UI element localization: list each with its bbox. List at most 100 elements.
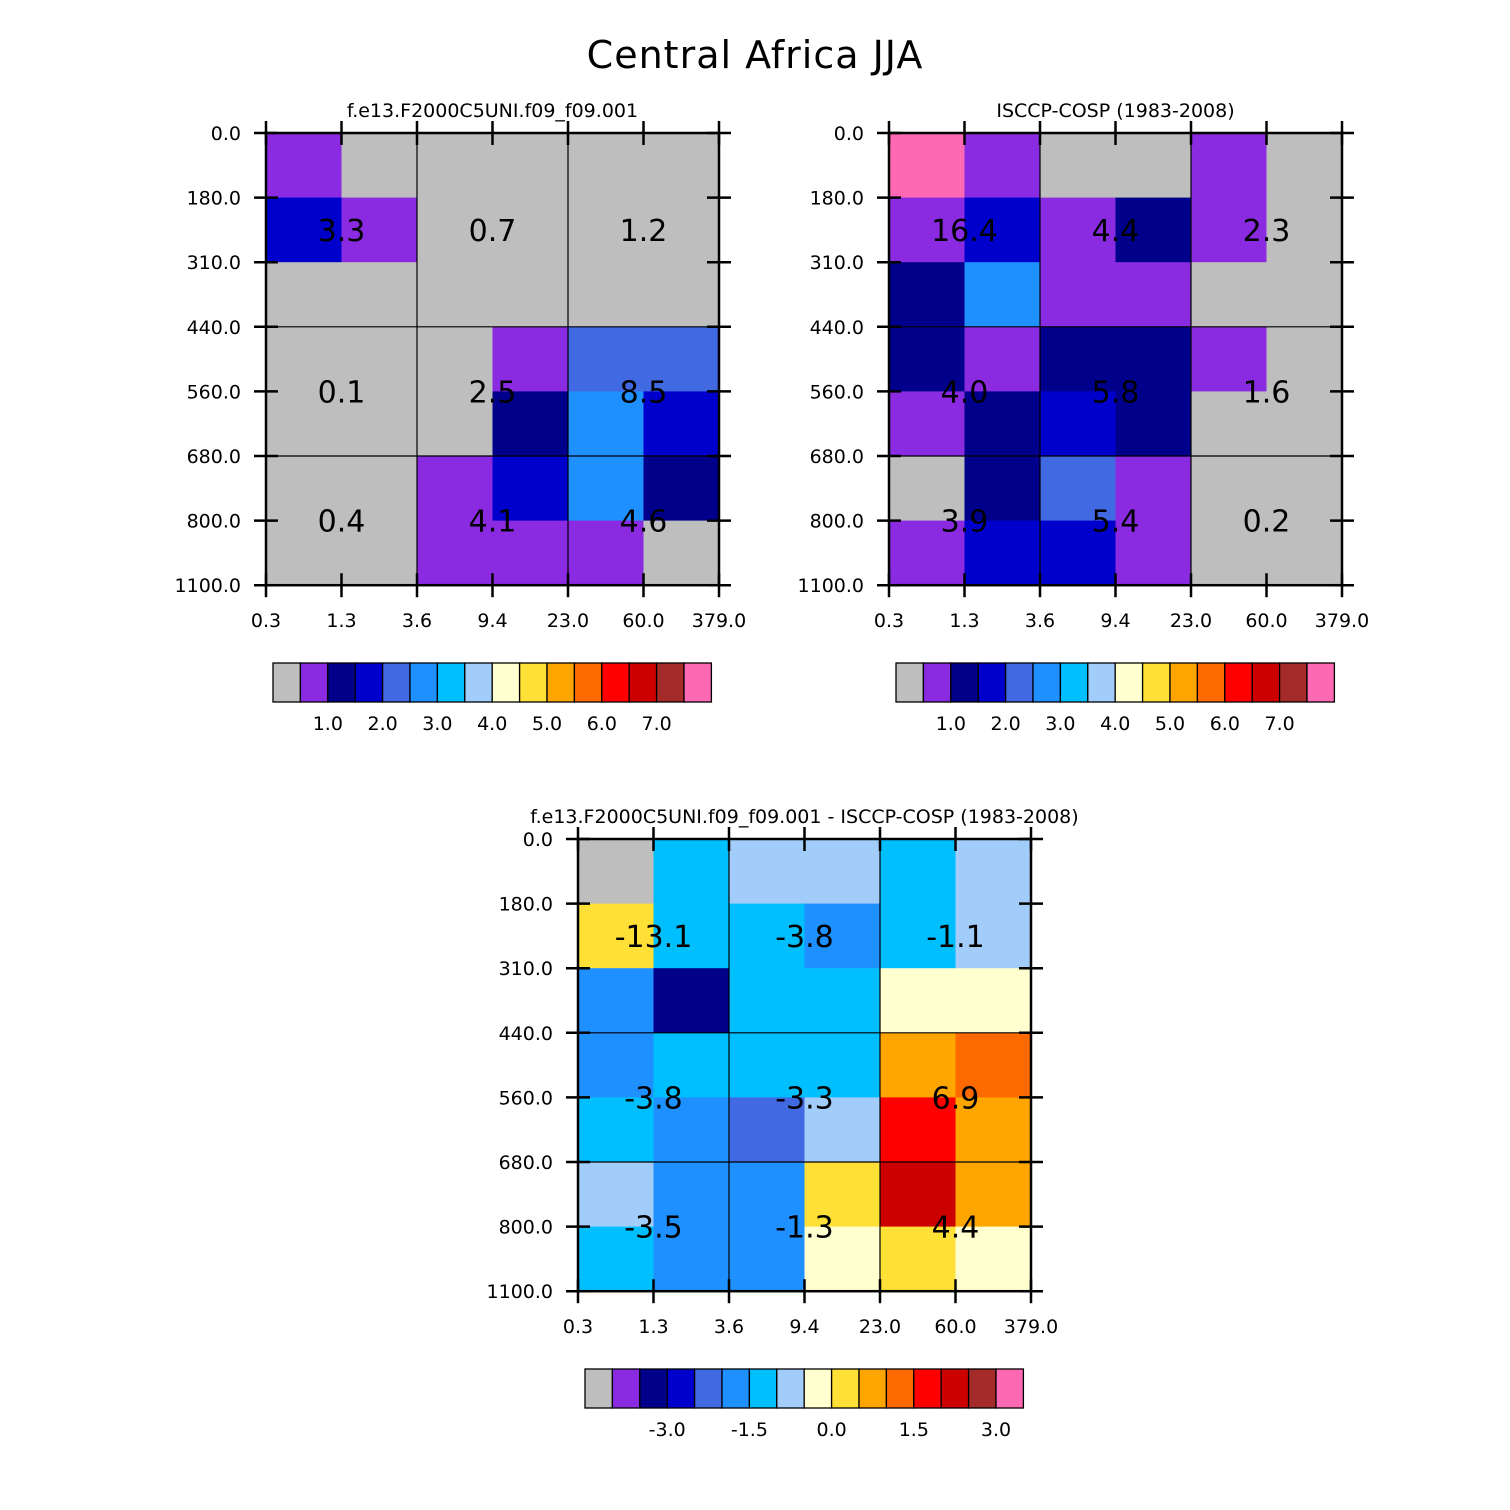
y-tick-label: 180.0 [187,188,241,210]
heatmap-cell [880,1162,957,1228]
y-tick-label: 560.0 [499,1087,553,1109]
colorbar-box [1087,662,1116,703]
colorbar-label: -1.5 [731,1419,768,1441]
colorbar-box [436,662,466,703]
y-tick-label: 800.0 [810,511,864,533]
y-tick-label: 440.0 [810,317,864,339]
x-tick-label: 9.4 [477,610,507,632]
heatmap-cell [1191,520,1268,586]
group-value-label: 0.7 [469,214,517,249]
heatmap-cell [266,197,343,263]
heatmap-cell [889,133,966,199]
heatmap-cell [492,133,569,199]
heatmap-cell [643,456,720,522]
colorbar: 1.0 2.0 3.0 4.0 5.0 6.0 7.0 [272,662,713,735]
heatmap-cell [889,520,966,586]
heatmap-cell [417,262,494,328]
colorbar-label: 2.0 [367,713,397,735]
heatmap-cell [1266,391,1343,457]
heatmap-cell [578,1032,655,1098]
heatmap-cell [653,1032,730,1098]
x-tick-label: 60.0 [934,1316,976,1338]
x-tick-label: 0.3 [251,610,281,632]
heatmap-cell [417,456,494,522]
panel-title: f.e13.F2000C5UNI.f09_f09.001 - ISCCP-COS… [530,806,1078,828]
group-value-label: -1.3 [775,1211,834,1246]
colorbar-box [639,1368,668,1409]
colorbar-box [628,662,658,703]
group-value-label: 4.1 [469,505,517,540]
heatmap-cell [1040,391,1117,457]
colorbar-box [327,662,356,703]
colorbar-label: 7.0 [1264,713,1294,735]
heatmap-cell [266,520,343,586]
heatmap-cell [889,456,966,522]
heatmap-cell [643,133,720,199]
heatmap-cell [492,326,569,392]
heatmap-panel-2: ISCCP-COSP (1983-2008) 0.0 180.0 310.0 440.0… [798,100,1370,735]
colorbar-box [913,1368,942,1409]
colorbar-box [776,1368,805,1409]
y-tick-label: 0.0 [834,123,864,145]
heatmap-cell [266,391,343,457]
heatmap-cell [804,968,881,1034]
group-value-label: 4.4 [1092,214,1140,249]
x-tick-label: 23.0 [1170,610,1212,632]
heatmap-cell [653,1097,730,1163]
group-value-label: -1.1 [926,920,985,955]
heatmap-cell [341,520,418,586]
colorbar-label: 5.0 [532,713,562,735]
heatmap-cell [341,391,418,457]
heatmap-cell [1266,262,1343,328]
heatmap-cell [880,1226,957,1292]
colorbar-box [1032,662,1062,703]
heatmap-cell [729,903,806,969]
group-value-label: 4.4 [932,1211,980,1246]
heatmap-panel-3: f.e13.F2000C5UNI.f09_f09.001 - ISCCP-COS… [487,806,1079,1441]
heatmap-cell [1115,456,1192,522]
heatmap-cell [417,133,494,199]
heatmap-cell [1115,326,1192,392]
x-tick-label: 0.3 [874,610,904,632]
colorbar-box [601,662,630,703]
heatmap-cell [1266,133,1343,199]
colorbar-box [573,662,603,703]
heatmap-cell [578,968,655,1034]
colorbar-box [666,1368,696,1409]
heatmap-cell [729,1097,806,1163]
heatmap-cell [955,968,1032,1034]
colorbar-box [464,662,493,703]
heatmap-cell [1191,391,1268,457]
figure-title: Central Africa JJA [587,33,924,77]
heatmap-cell [880,1032,957,1098]
heatmap-cell [729,1162,806,1228]
heatmap-cell [1040,520,1117,586]
colorbar-box [655,662,685,703]
colorbar-box [1251,662,1281,703]
colorbar-box [272,662,302,703]
heatmap-cell [955,1226,1032,1292]
y-tick-label: 1100.0 [487,1281,553,1303]
heatmap-cell [643,520,720,586]
colorbar-box [683,662,713,703]
colorbar-label: 3.0 [1045,713,1075,735]
x-tick-label: 23.0 [859,1316,901,1338]
x-tick-label: 9.4 [1100,610,1130,632]
colorbar-box [1114,662,1144,703]
x-tick-label: 0.3 [563,1316,593,1338]
group-value-label: 1.2 [620,214,668,249]
colorbar-box [299,662,329,703]
heatmap-cell [1115,391,1192,457]
heatmap-panel-1: f.e13.F2000C5UNI.f09_f09.001 0.0 180.0 310.… [175,100,747,735]
y-tick-label: 180.0 [499,894,553,916]
heatmap-cell [492,262,569,328]
heatmap-cell [568,197,645,263]
heatmap-cell [964,326,1041,392]
x-tick-label: 379.0 [1315,610,1369,632]
heatmap-cell [643,326,720,392]
colorbar-box [995,1368,1025,1409]
heatmap-cell [568,391,645,457]
heatmap-cell [880,968,957,1034]
colorbar-label: 1.0 [936,713,966,735]
heatmap-cell [1191,326,1268,392]
